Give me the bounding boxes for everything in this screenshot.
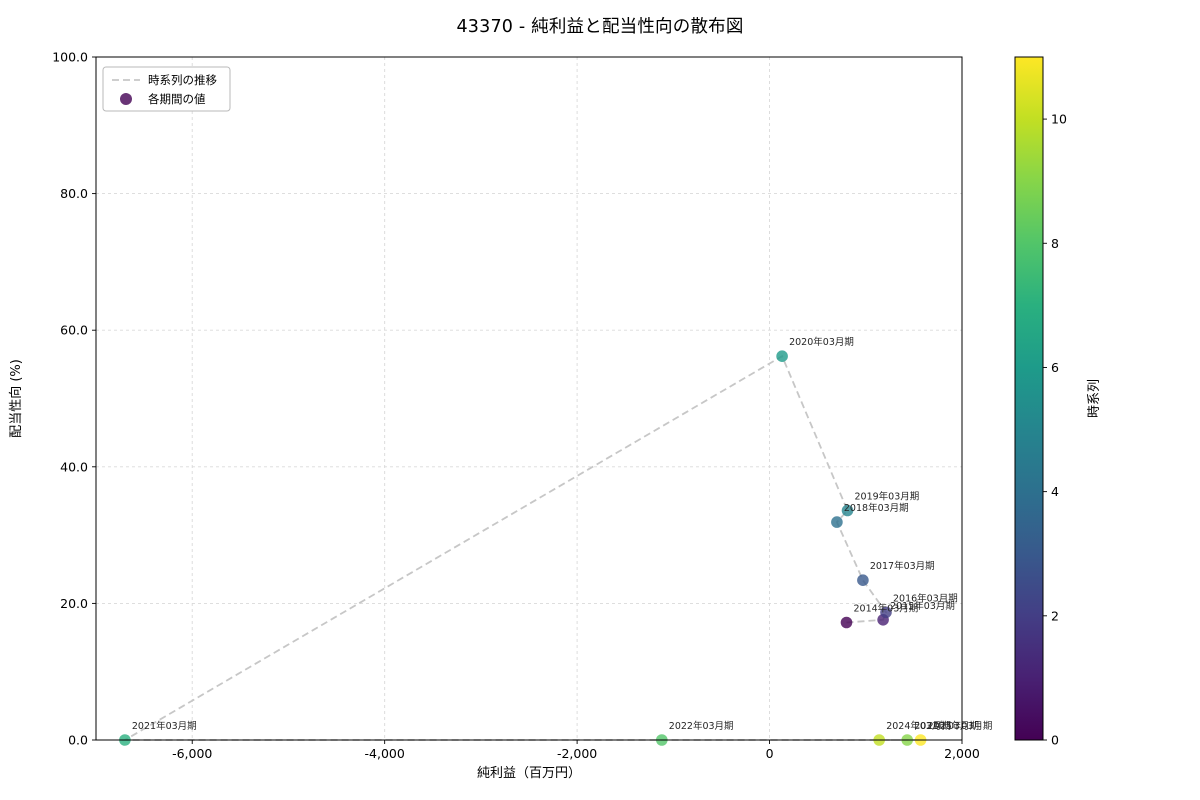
x-tick-label: -4,000 [365,746,405,761]
point-label: 2024年03月期 [886,720,951,732]
point-label: 2014年03月期 [854,603,919,615]
legend-marker-label: 各期間の値 [148,92,206,106]
y-tick-label: 60.0 [60,323,88,338]
point-label: 2023年03月期 [914,720,979,732]
point-label: 2017年03月期 [870,560,935,572]
y-tick-label: 100.0 [52,50,88,65]
point-label: 2020年03月期 [789,336,854,348]
colorbar-tick-label: 0 [1051,733,1059,748]
data-point-2014年03月期 [840,616,853,629]
y-tick-label: 80.0 [60,186,88,201]
plot-frame [95,56,963,741]
point-label: 2025年03月期 [928,720,993,732]
legend-line-label: 時系列の推移 [148,73,217,87]
point-label: 2018年03月期 [844,502,909,514]
data-point-2016年03月期 [880,606,892,619]
colorbar-frame [1014,56,1044,741]
y-tick-label: 20.0 [60,596,88,611]
legend-marker-sample [120,93,132,105]
data-point-2017年03月期 [857,574,869,586]
y-axis-label: 配当性向 (%) [8,359,24,438]
x-tick-label: 0 [766,746,774,761]
x-axis-label: 純利益（百万円） [477,766,581,781]
colorbar-tick-label: 10 [1051,112,1067,127]
point-label: 2022年03月期 [669,720,734,732]
chart-title: 43370 - 純利益と配当性向の散布図 [456,17,744,37]
data-point-2019年03月期 [841,504,854,517]
y-tick-label: 40.0 [60,459,88,474]
colorbar [1015,57,1043,740]
legend [102,66,231,112]
point-label: 2015年03月期 [890,600,955,612]
y-tick-label: 0.0 [68,733,88,748]
point-label: 2019年03月期 [855,491,920,503]
colorbar-tick-label: 4 [1051,484,1059,499]
data-point-2020年03月期 [776,350,788,363]
point-label: 2021年03月期 [132,720,197,732]
colorbar-tick-label: 8 [1051,236,1059,251]
data-point-2018年03月期 [831,516,843,528]
colorbar-tick-label: 6 [1051,360,1059,375]
colorbar-label: 時系列 [1087,379,1102,418]
point-label: 2016年03月期 [893,592,958,604]
x-tick-label: -2,000 [557,746,597,761]
x-tick-label: -6,000 [172,746,212,761]
time-series-line [121,354,921,741]
colorbar-tick-label: 2 [1051,608,1059,623]
x-tick-label: 2,000 [944,746,980,761]
